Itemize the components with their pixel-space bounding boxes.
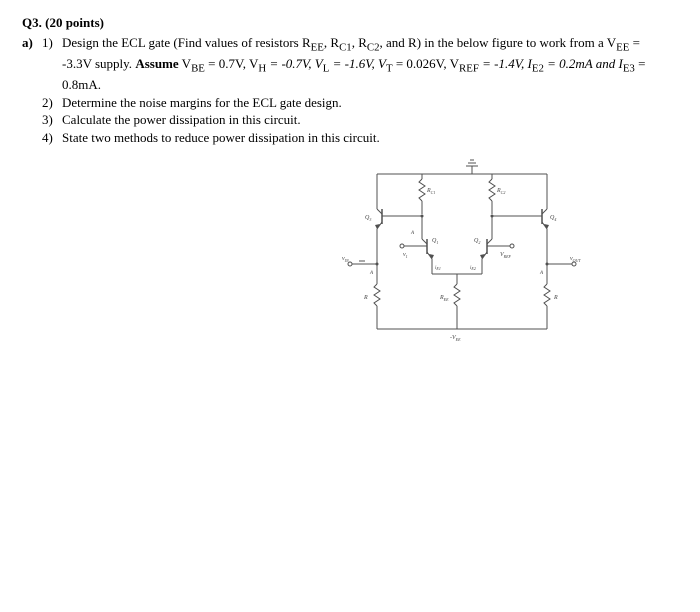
svg-text:Q4: Q4 bbox=[550, 215, 556, 222]
spacer bbox=[42, 76, 62, 94]
part-a-row-3: 0.8mA. bbox=[22, 76, 678, 94]
t: = -1.4V, I bbox=[479, 56, 532, 71]
t: E3 bbox=[623, 62, 635, 74]
sub1-text-line3: 0.8mA. bbox=[62, 76, 678, 94]
spacer bbox=[42, 55, 62, 76]
svg-text:REE: REE bbox=[439, 295, 449, 302]
t: Assume bbox=[135, 56, 178, 71]
circuit-diagram: RC1 RC2 Q3 Q4 Q1 bbox=[322, 154, 592, 374]
t: , R bbox=[324, 35, 339, 50]
t: = 0.2mA and I bbox=[544, 56, 623, 71]
sub4-text: State two methods to reduce power dissip… bbox=[62, 129, 678, 147]
t: -3.3V supply. bbox=[62, 56, 135, 71]
question-header: Q3. (20 points) bbox=[22, 14, 678, 32]
svg-text:A: A bbox=[410, 231, 415, 236]
svg-text:iE1: iE1 bbox=[435, 266, 441, 271]
svg-text:R: R bbox=[553, 295, 558, 301]
t: C1 bbox=[339, 41, 352, 53]
svg-text:v1: v1 bbox=[403, 252, 408, 259]
t: = -0.7V, V bbox=[266, 56, 323, 71]
t: REF bbox=[459, 62, 479, 74]
t: V bbox=[179, 56, 191, 71]
svg-text:vIN: vIN bbox=[342, 256, 349, 263]
sub2-num: 2) bbox=[42, 94, 62, 112]
t: = 0.026V, V bbox=[393, 56, 459, 71]
sub3-text: Calculate the power dissipation in this … bbox=[62, 111, 678, 129]
sub2-text: Determine the noise margins for the ECL … bbox=[62, 94, 678, 112]
t: T bbox=[386, 62, 393, 74]
sub1-num: 1) bbox=[42, 34, 62, 55]
svg-text:Q1: Q1 bbox=[432, 238, 438, 245]
t: H bbox=[258, 62, 266, 74]
part-a-label: a) bbox=[22, 34, 42, 55]
part-a-row-1: a) 1) Design the ECL gate (Find values o… bbox=[22, 34, 678, 55]
sub1-text-line1: Design the ECL gate (Find values of resi… bbox=[62, 34, 678, 55]
part-a-row-2: -3.3V supply. Assume VBE = 0.7V, VH = -0… bbox=[22, 55, 678, 76]
svg-text:VREF: VREF bbox=[500, 252, 512, 259]
sub1-text-line2: -3.3V supply. Assume VBE = 0.7V, VH = -0… bbox=[62, 55, 678, 76]
t: E2 bbox=[532, 62, 544, 74]
t: Design the ECL gate (Find values of resi… bbox=[62, 35, 311, 50]
t: = 0.7V, V bbox=[205, 56, 258, 71]
sub3-num: 3) bbox=[42, 111, 62, 129]
svg-text:vOUT: vOUT bbox=[570, 256, 581, 263]
t: BE bbox=[191, 62, 205, 74]
svg-text:Q3: Q3 bbox=[365, 215, 371, 222]
svg-text:iE2: iE2 bbox=[470, 266, 476, 271]
sub3-row: 3) Calculate the power dissipation in th… bbox=[22, 111, 678, 129]
svg-text:R: R bbox=[363, 295, 368, 301]
svg-text:RC1: RC1 bbox=[426, 188, 435, 195]
svg-text:A: A bbox=[539, 271, 544, 276]
t: EE bbox=[616, 41, 629, 53]
sub4-num: 4) bbox=[42, 129, 62, 147]
ecl-circuit-svg: RC1 RC2 Q3 Q4 Q1 bbox=[322, 154, 592, 374]
sub4-row: 4) State two methods to reduce power dis… bbox=[22, 129, 678, 147]
t: = bbox=[635, 56, 646, 71]
t: EE bbox=[311, 41, 324, 53]
t: = bbox=[629, 35, 640, 50]
svg-text:RC2: RC2 bbox=[496, 188, 505, 195]
svg-text:A: A bbox=[369, 271, 374, 276]
svg-text:Q2: Q2 bbox=[474, 238, 480, 245]
t: C2 bbox=[367, 41, 380, 53]
t: , R bbox=[352, 35, 367, 50]
t: , and R) in the below figure to work fro… bbox=[380, 35, 617, 50]
sub2-row: 2) Determine the noise margins for the E… bbox=[22, 94, 678, 112]
svg-text:-VEE: -VEE bbox=[450, 335, 461, 342]
t: = -1.6V, V bbox=[329, 56, 386, 71]
